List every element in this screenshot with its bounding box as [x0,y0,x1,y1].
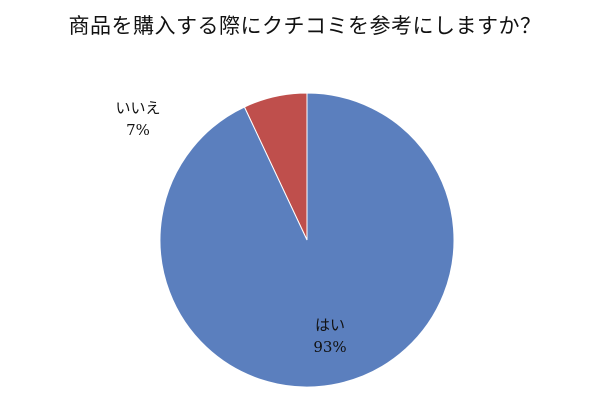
pie-labels: はい 93% いいえ 7% [115,99,346,356]
slice-value-label-yes: 93% [313,338,346,356]
pie-slices [159,92,455,388]
slice-value-label-no: 7% [126,121,150,139]
chart-title: 商品を購入する際にクチコミを参考にしますか？ [68,14,542,38]
slice-label-yes: はい [315,316,345,334]
slice-label-no: いいえ [115,99,160,117]
pie-slice-yes [159,92,455,388]
